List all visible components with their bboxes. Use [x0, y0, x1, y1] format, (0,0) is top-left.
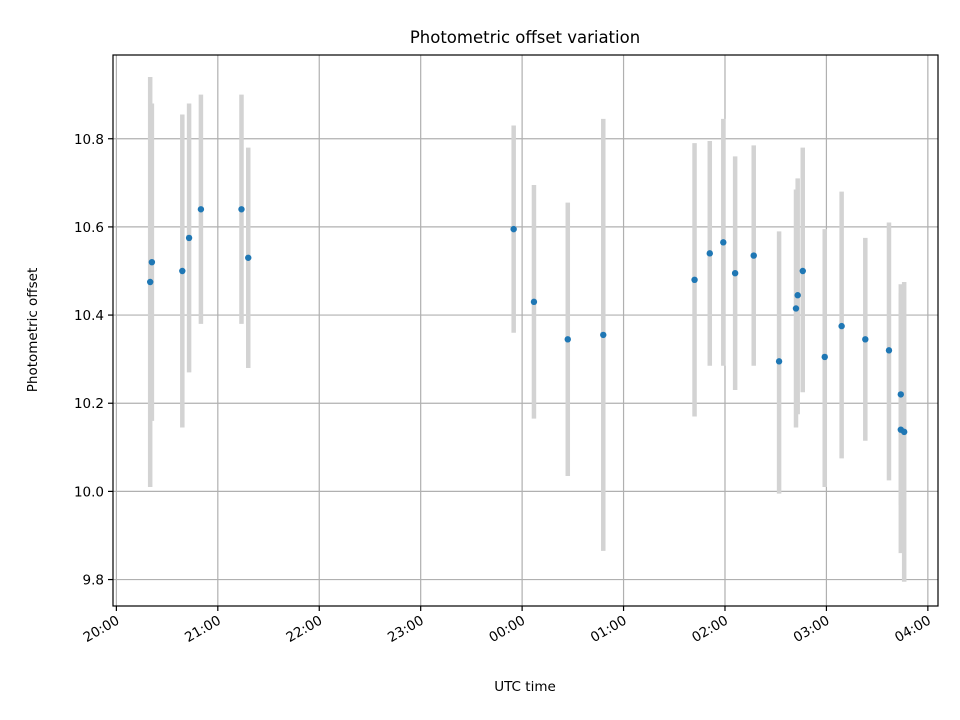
- data-point: [900, 428, 908, 436]
- data-point: [146, 278, 154, 286]
- x-axis-ticks: 20:00 21:00 22:00 23:00 00:00 01:00 02:00 03:00…: [81, 606, 934, 646]
- y-tick-label: 10.8: [74, 132, 104, 148]
- x-tick-label: 23:00: [385, 613, 427, 646]
- data-point: [148, 258, 156, 266]
- y-tick-label: 9.8: [83, 573, 104, 589]
- data-point: [197, 206, 205, 213]
- data-point: [821, 353, 828, 361]
- chart-title: Photometric offset variation: [410, 28, 640, 47]
- x-tick-label: 04:00: [892, 613, 934, 646]
- x-tick-label: 22:00: [284, 613, 326, 646]
- grid: [113, 55, 938, 606]
- x-tick-label: 01:00: [588, 613, 630, 646]
- y-tick-label: 10.6: [74, 220, 104, 236]
- data-points: [146, 206, 908, 436]
- data-point: [794, 292, 801, 299]
- data-point: [838, 322, 845, 330]
- data-point: [792, 305, 800, 312]
- data-point: [510, 225, 517, 233]
- data-point: [564, 336, 571, 343]
- x-tick-label: 21:00: [182, 613, 224, 646]
- y-tick-label: 10.4: [74, 308, 104, 324]
- data-point: [245, 254, 252, 261]
- x-axis-label: UTC time: [494, 679, 556, 695]
- data-point: [720, 239, 727, 246]
- x-tick-label: 03:00: [791, 613, 833, 646]
- data-point: [185, 234, 193, 242]
- data-point: [530, 298, 538, 306]
- data-point: [706, 250, 713, 257]
- data-point: [862, 336, 869, 343]
- y-tick-label: 10.0: [74, 484, 104, 500]
- data-point: [691, 276, 698, 284]
- x-tick-label: 00:00: [486, 613, 528, 646]
- y-axis-ticks: 9.8 10.0 10.2 10.4 10.6 10.8: [74, 132, 113, 589]
- errorbars: [147, 77, 907, 582]
- data-point: [750, 252, 757, 259]
- plot-frame: [112, 54, 939, 607]
- data-point: [179, 267, 186, 275]
- y-tick-label: 10.2: [74, 396, 104, 412]
- data-point: [238, 206, 245, 213]
- x-tick-label: 20:00: [81, 613, 123, 646]
- y-axis-label: Photometric offset: [25, 268, 41, 392]
- data-point: [775, 358, 783, 365]
- data-point: [600, 331, 607, 339]
- data-point: [731, 269, 739, 277]
- x-tick-label: 02:00: [689, 613, 731, 646]
- data-point: [897, 391, 905, 398]
- data-point: [885, 347, 893, 354]
- data-point: [799, 267, 806, 275]
